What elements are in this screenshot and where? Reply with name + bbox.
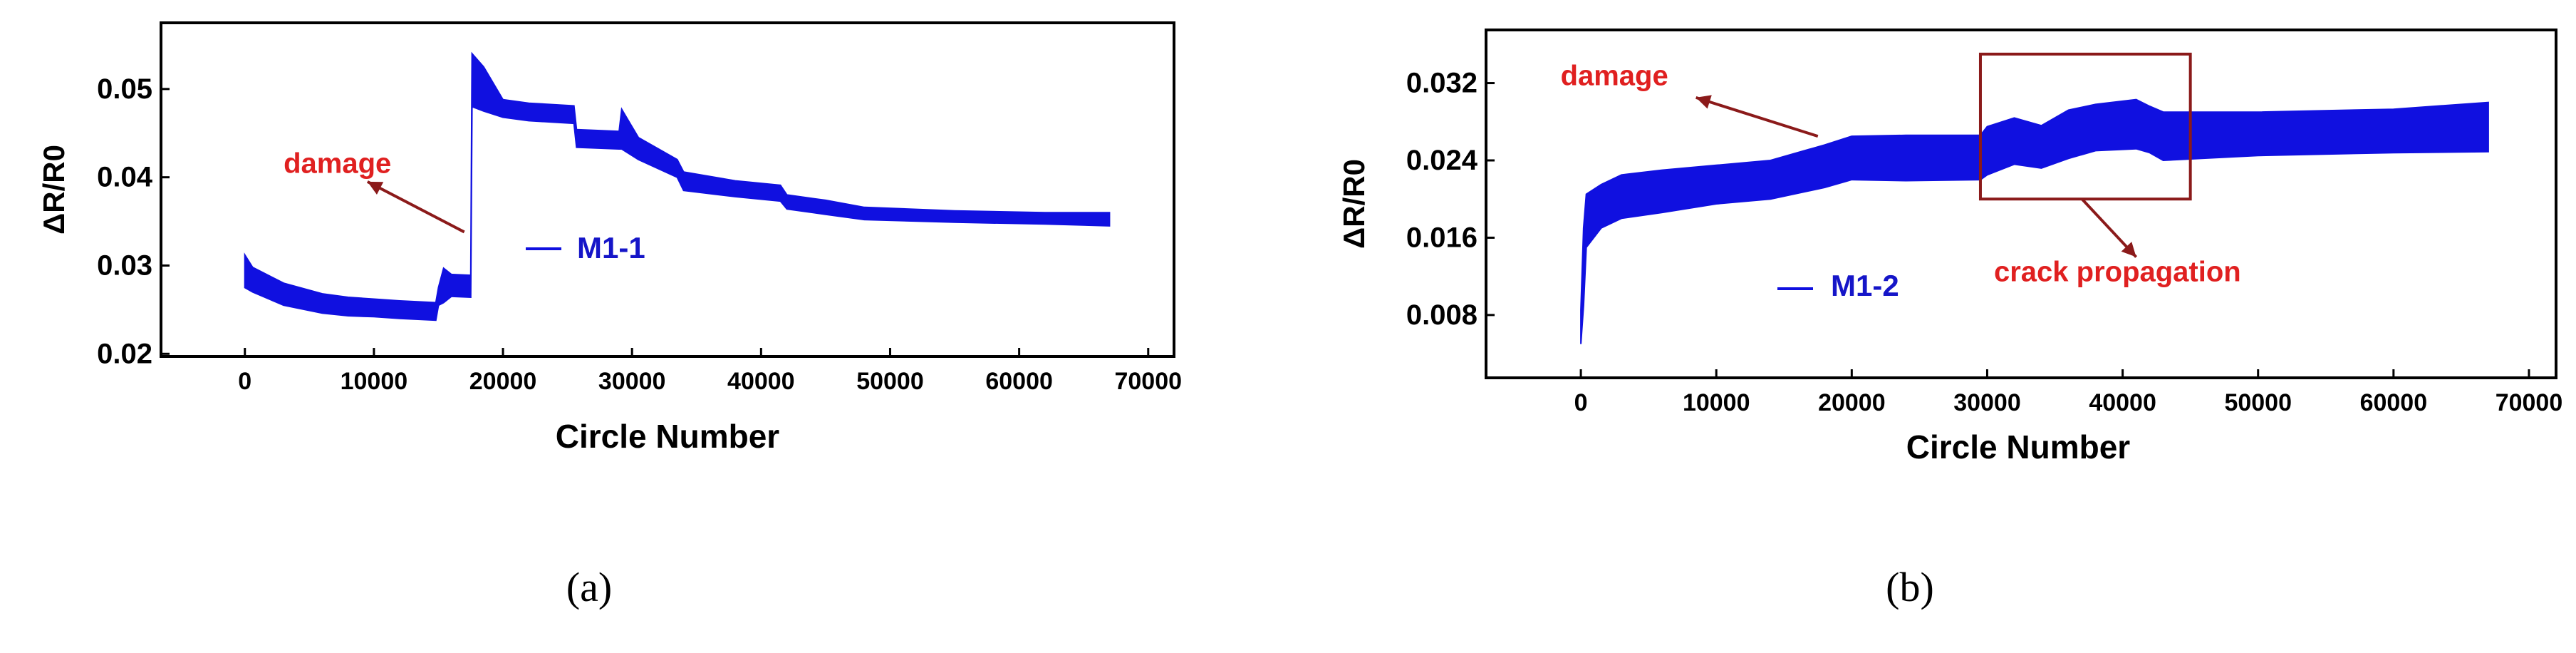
series-area-m1-1: [244, 51, 1111, 322]
x-axis-label-a: Circle Number: [556, 418, 780, 455]
chart-panel-a: 0 10000 20000 30000 40000 50000 60000 70000 0.0…: [37, 21, 1182, 610]
annotation-arrow-line: [366, 180, 465, 234]
series-band-m1-2: [1580, 98, 2489, 344]
y-tick-label: 0.032: [1406, 68, 1477, 99]
panel-label-a: (a): [566, 564, 612, 610]
x-tick-label: 20000: [469, 368, 537, 395]
y-tick-label: 0.04: [97, 162, 153, 193]
series-band-m1-1: [244, 51, 1111, 322]
x-tick-label: 0: [1574, 389, 1588, 416]
legend-label-m1-1: M1-1: [577, 231, 645, 264]
crack-highlight-box: [1978, 52, 2192, 201]
annotation-arrow-head: [1695, 95, 1712, 109]
y-tick-label: 0.03: [97, 250, 152, 281]
x-tick-label: 60000: [985, 368, 1053, 395]
annotations-a: damage: [284, 148, 465, 234]
annotation-arrow-head: [2121, 242, 2136, 257]
x-axis-ticks-b: 0 10000 20000 30000 40000 50000 60000 70000: [1574, 369, 2563, 416]
y-tick-label: 0.02: [97, 338, 152, 369]
series-area-m1-2: [1580, 98, 2489, 344]
x-tick-label: 30000: [1953, 389, 2021, 416]
x-tick-label: 70000: [1114, 368, 1182, 395]
x-tick-label: 60000: [2360, 389, 2428, 416]
highlight-rect: [1978, 52, 2192, 201]
annotation-damage: damage: [284, 148, 391, 179]
y-axis-ticks-b: 0.008 0.016 0.024 0.032: [1406, 68, 1495, 331]
y-axis-label-a: ΔR/R0: [37, 145, 71, 235]
annotations-b: damage crack propagation: [1561, 60, 2241, 287]
y-axis-ticks-a: 0.02 0.03 0.04 0.05: [97, 73, 170, 369]
plot-frame-a: [160, 21, 1175, 358]
x-tick-label: 50000: [856, 368, 924, 395]
x-tick-label: 70000: [2496, 389, 2563, 416]
x-tick-label: 0: [238, 368, 251, 395]
x-tick-label: 10000: [1683, 389, 1750, 416]
y-tick-label: 0.008: [1406, 299, 1477, 331]
legend-label-m1-2: M1-2: [1831, 269, 1899, 302]
x-axis-ticks-a: 0 10000 20000 30000 40000 50000 60000 70000: [238, 348, 1182, 395]
x-tick-label: 20000: [1818, 389, 1886, 416]
x-tick-label: 30000: [598, 368, 666, 395]
x-tick-label: 40000: [2089, 389, 2156, 416]
plot-frame-b: [1485, 29, 2557, 379]
annotation-arrow-line: [1695, 96, 1819, 138]
chart-panel-b: 0 10000 20000 30000 40000 50000 60000 70000 0.0…: [1337, 29, 2563, 610]
y-tick-label: 0.016: [1406, 222, 1477, 253]
panel-label-b: (b): [1886, 564, 1934, 610]
x-tick-label: 50000: [2224, 389, 2292, 416]
x-tick-label: 40000: [727, 368, 795, 395]
y-tick-label: 0.05: [97, 73, 152, 105]
annotation-arrow-head: [367, 181, 384, 195]
annotation-crack-propagation: crack propagation: [1994, 256, 2241, 287]
y-tick-label: 0.024: [1406, 145, 1478, 176]
x-tick-label: 10000: [341, 368, 408, 395]
y-axis-label-b: ΔR/R0: [1337, 159, 1371, 249]
x-axis-label-b: Circle Number: [1906, 428, 2131, 466]
annotation-damage: damage: [1561, 60, 1668, 91]
